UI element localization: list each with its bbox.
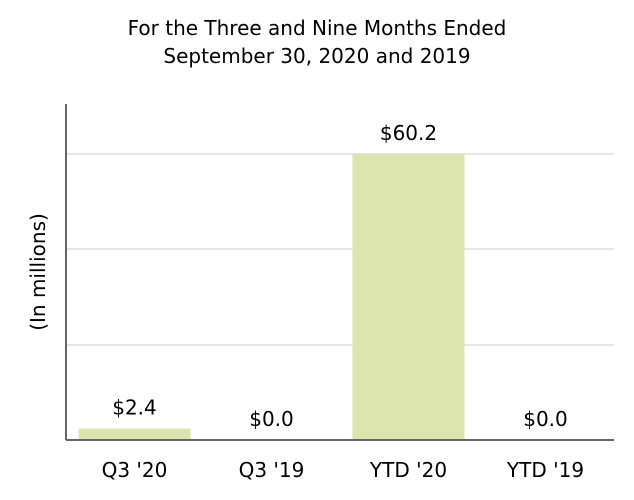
data-label: $60.2 bbox=[380, 121, 437, 145]
data-label: $0.0 bbox=[249, 407, 294, 431]
x-tick-label: YTD '20 bbox=[369, 458, 447, 482]
x-tick-label: Q3 '19 bbox=[239, 458, 305, 482]
bar bbox=[78, 428, 191, 440]
gridlines bbox=[66, 153, 614, 346]
data-labels: $2.4 $0.0 $60.2 $0.0 bbox=[112, 121, 568, 431]
chart-title-line-2: September 30, 2020 and 2019 bbox=[163, 44, 470, 68]
chart-title-line-1: For the Three and Nine Months Ended bbox=[128, 16, 507, 40]
x-tick-label: Q3 '20 bbox=[102, 458, 168, 482]
y-axis-label: (In millions) bbox=[26, 213, 50, 331]
x-tick-labels: Q3 '20 Q3 '19 YTD '20 YTD '19 bbox=[102, 458, 584, 482]
data-label: $2.4 bbox=[112, 396, 157, 420]
bars bbox=[78, 154, 465, 440]
data-label: $0.0 bbox=[523, 407, 568, 431]
x-tick-label: YTD '19 bbox=[506, 458, 584, 482]
bar bbox=[352, 154, 465, 440]
